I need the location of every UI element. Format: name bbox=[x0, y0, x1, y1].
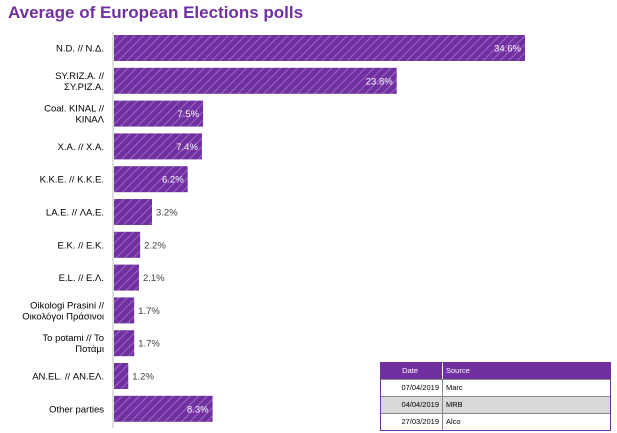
value-label: 7.4% bbox=[176, 142, 198, 153]
header-source: Source bbox=[446, 366, 470, 375]
value-label: 7.5% bbox=[177, 109, 199, 120]
bar bbox=[114, 231, 141, 258]
category-label: K.K.E. // Κ.Κ.Ε. bbox=[40, 175, 104, 186]
value-label: 23.8% bbox=[366, 76, 393, 87]
category-label: Other parties bbox=[49, 404, 104, 415]
bar bbox=[114, 35, 525, 61]
row-source: MRB bbox=[446, 400, 463, 409]
table-row: 07/04/2019 Marc bbox=[381, 379, 610, 396]
category-label: To potami // To Ποτάμι bbox=[42, 333, 104, 355]
bar bbox=[114, 100, 204, 127]
value-label: 8.3% bbox=[187, 404, 209, 415]
row-source: Alco bbox=[446, 417, 461, 426]
table-row: 04/04/2019 MRB bbox=[381, 396, 610, 413]
sources-table-header: Date Source bbox=[381, 363, 610, 379]
row-date: 07/04/2019 bbox=[381, 380, 443, 396]
bar bbox=[114, 166, 188, 193]
value-label: 34.6% bbox=[494, 44, 521, 55]
bar bbox=[114, 363, 129, 389]
value-label: 1.7% bbox=[138, 306, 160, 317]
category-label: X.A. // Χ.Α. bbox=[58, 142, 104, 153]
row-source: Marc bbox=[446, 383, 463, 392]
value-label: 3.2% bbox=[156, 208, 178, 219]
bar bbox=[114, 133, 202, 160]
table-row: 27/03/2019 Alco bbox=[381, 413, 610, 430]
value-label: 2.2% bbox=[144, 240, 166, 251]
category-label: SY.RIZ.A. //ΣΥ.ΡΙΖ.Α. bbox=[55, 71, 104, 93]
bar bbox=[114, 297, 135, 324]
category-label: LA.E. // ΛΑ.Ε. bbox=[46, 208, 104, 219]
bar bbox=[114, 395, 213, 422]
value-label: 1.7% bbox=[138, 339, 160, 350]
row-date: 27/03/2019 bbox=[381, 414, 443, 430]
chart-title: Average of European Elections polls bbox=[8, 3, 304, 22]
category-label: Coal. KINAL //ΚΙΝΑΛ bbox=[44, 104, 104, 126]
category-label: Oikologi Prasini //Οικολόγοι Πράσινοι bbox=[22, 300, 104, 322]
value-label: 1.2% bbox=[132, 372, 154, 383]
category-label: E.K. // Ε.Κ. bbox=[58, 240, 104, 251]
bar bbox=[114, 330, 135, 357]
value-label: 2.1% bbox=[143, 273, 165, 284]
category-label: E.L. // Ε.Λ. bbox=[59, 273, 104, 284]
sources-table: Date Source 07/04/2019 Marc 04/04/2019 M… bbox=[380, 362, 611, 431]
row-date: 04/04/2019 bbox=[381, 397, 443, 413]
bar bbox=[114, 199, 153, 225]
header-date: Date bbox=[381, 363, 443, 379]
category-label: N.D. // Ν.Δ. bbox=[56, 44, 104, 55]
bar bbox=[114, 67, 397, 94]
value-label: 6.2% bbox=[162, 175, 184, 186]
bar bbox=[114, 264, 139, 291]
category-label: AN.EL. // ΑΝ.ΕΛ. bbox=[32, 372, 104, 383]
